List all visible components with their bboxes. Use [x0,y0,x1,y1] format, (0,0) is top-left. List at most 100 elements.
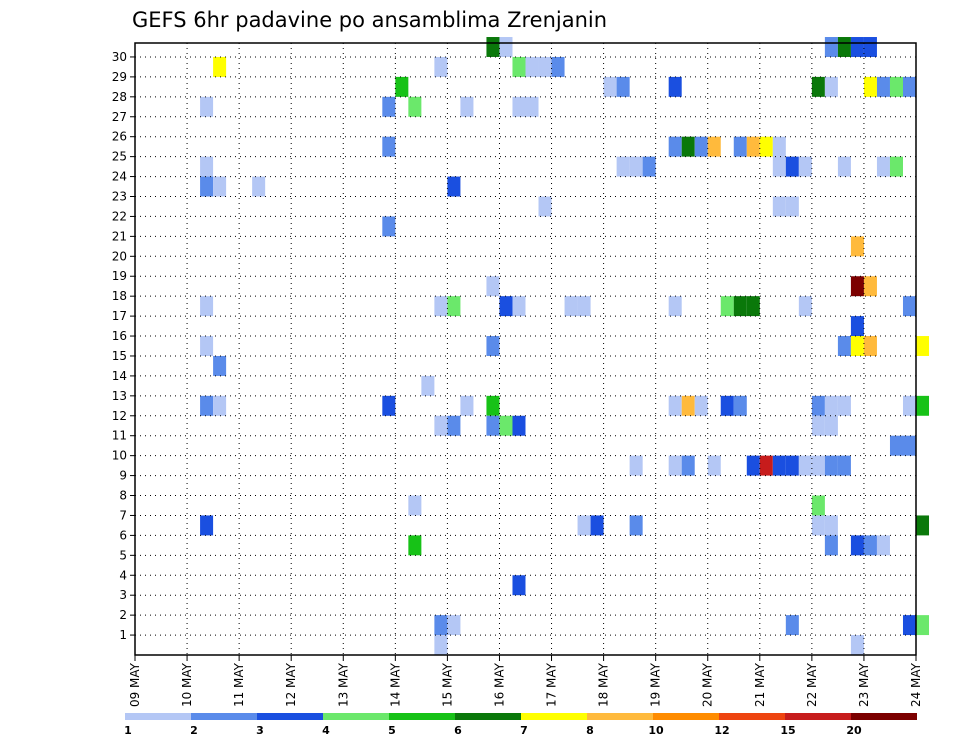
precip-cell [200,156,214,177]
precip-cell [694,136,708,157]
precip-cell [811,395,825,416]
precip-cell [668,76,682,97]
x-tick-label: 11 MAY [232,662,246,707]
chart-title: GEFS 6hr padavine po ansamblima Zrenjani… [132,8,607,32]
precip-cell [434,615,448,636]
color-legend: 1 2 3 4 5 6 7 8 10 12 15 20 [124,713,917,737]
precip-cell [798,296,812,317]
precip-cell [486,276,500,297]
legend-label: 3 [256,724,264,737]
precip-cell [850,336,864,356]
precip-cell [746,136,760,157]
y-tick-label: 23 [112,189,127,203]
precip-cell [577,296,591,317]
y-tick-label: 7 [119,508,127,522]
legend-swatch [455,713,521,720]
precip-cell [772,196,786,217]
y-tick-label: 30 [112,50,127,64]
precip-cell [213,176,227,197]
y-tick-label: 28 [112,90,127,104]
y-tick-label: 27 [112,110,127,124]
precip-cell [434,56,448,77]
y-tick-label: 18 [112,289,127,303]
y-tick-label: 22 [112,209,127,223]
precip-cell [525,96,539,117]
precip-cell [785,196,799,217]
precip-cell [486,37,500,57]
precip-cell [668,455,682,476]
legend-swatch [719,713,785,720]
precip-cell [850,535,864,556]
precip-cell [916,395,930,416]
legend-swatch [191,713,257,720]
precip-cell [733,296,747,317]
precip-cell [850,316,864,337]
precip-cell [486,395,500,416]
precip-cell [395,76,409,97]
precip-cell [499,415,513,436]
precip-cell [512,56,526,77]
x-tick-label: 18 MAY [597,662,611,707]
y-tick-label: 14 [112,369,127,383]
precip-cell [668,395,682,416]
precip-cell [902,615,916,636]
x-tick-label: 13 MAY [336,662,350,707]
y-tick-label: 24 [112,170,127,184]
precip-cell [213,355,227,376]
precip-cell [837,37,851,57]
precip-cell [837,455,851,476]
y-tick-label: 10 [112,449,127,463]
legend-swatch [785,713,851,720]
precip-cell [382,136,396,157]
x-tick-label: 19 MAY [649,662,663,707]
legend-label: 5 [388,724,396,737]
precip-cell [811,415,825,436]
precip-cell [772,455,786,476]
legend-swatch [125,713,191,720]
precip-cell [447,296,461,317]
precip-cell [603,76,617,97]
precip-cell [863,535,877,556]
precipitation-cells [200,37,930,655]
precip-cell [382,216,396,237]
y-tick-label: 19 [112,269,127,283]
precip-cell [408,495,422,516]
y-tick-label: 8 [119,489,127,503]
precip-cell [850,276,864,297]
precip-cell [447,615,461,636]
grid-lines [135,43,916,655]
x-tick-label: 16 MAY [492,662,506,707]
legend-label: 2 [190,724,198,737]
precip-cell [577,515,591,536]
precip-cell [785,156,799,177]
precip-cell [525,56,539,77]
precip-cell [200,336,214,356]
precip-cell [772,156,786,177]
precip-cell [889,435,903,456]
x-tick-label: 21 MAY [753,662,767,707]
precip-cell [759,136,773,157]
y-tick-label: 20 [112,249,127,263]
precip-cell [252,176,266,197]
x-tick-label: 23 MAY [857,662,871,707]
precip-cell [538,56,552,77]
precip-cell [811,455,825,476]
precip-cell [629,515,643,536]
precip-cell [382,395,396,416]
x-tick-label: 22 MAY [805,662,819,707]
x-tick-label: 10 MAY [180,662,194,707]
precip-cell [629,455,643,476]
y-tick-label: 21 [112,229,127,243]
precip-cell [837,395,851,416]
legend-swatch [653,713,719,720]
precip-cell [564,296,578,317]
precip-cell [642,156,656,177]
precip-cell [499,296,513,317]
precip-cell [512,575,526,596]
y-tick-label: 2 [119,608,127,622]
x-tick-label: 09 MAY [128,662,142,707]
legend-swatch [323,713,389,720]
precip-cell [512,96,526,117]
precip-cell [824,395,838,416]
precip-cell [863,37,877,57]
